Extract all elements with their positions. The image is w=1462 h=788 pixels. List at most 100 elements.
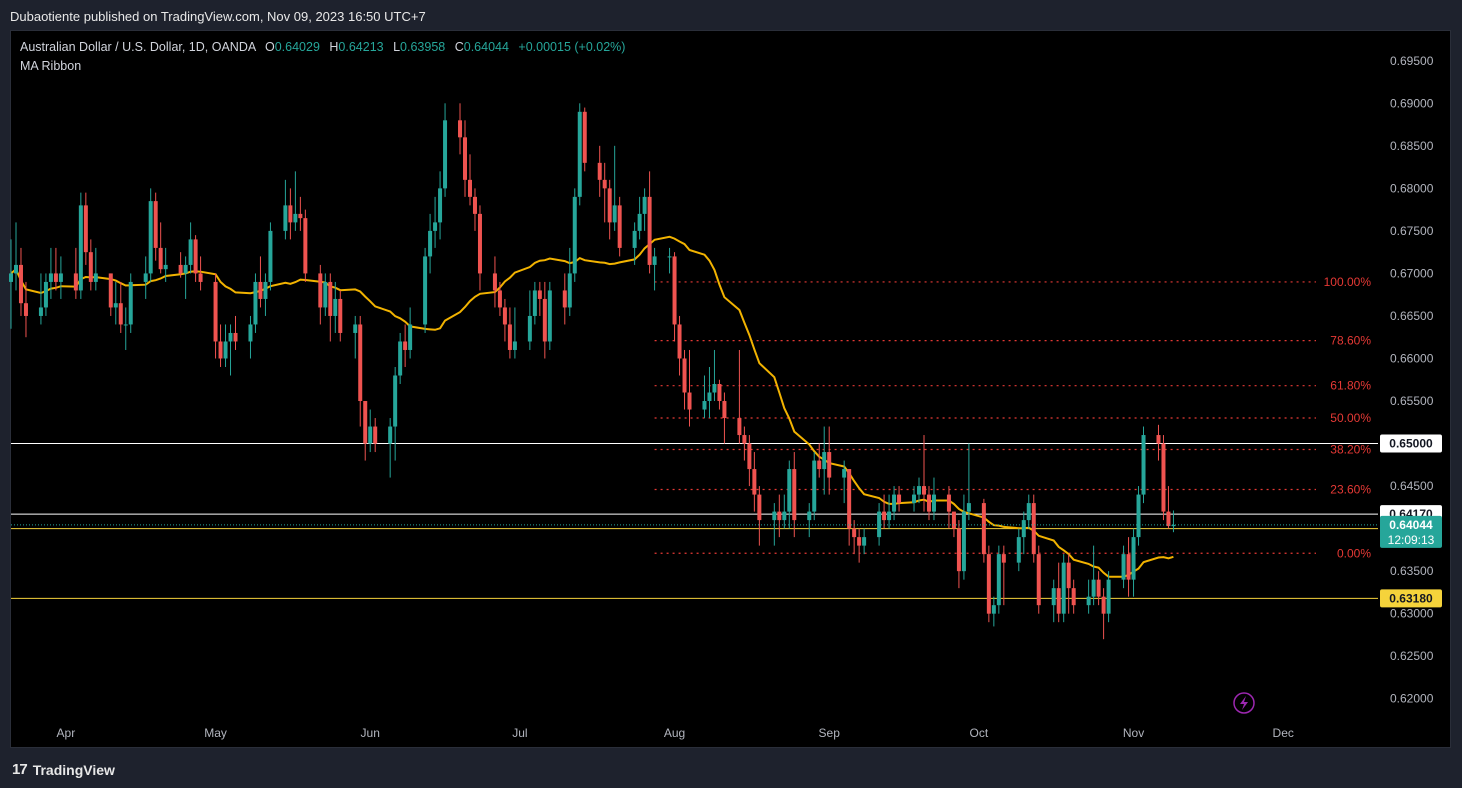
candle-body[interactable] (13, 264, 18, 274)
candle-body[interactable] (862, 537, 867, 546)
candle-body[interactable] (248, 324, 253, 342)
candle-body[interactable] (328, 281, 333, 316)
candle-body[interactable] (712, 384, 717, 393)
candle-body[interactable] (917, 486, 922, 495)
candle-body[interactable] (966, 503, 971, 512)
candle-body[interactable] (1001, 554, 1006, 563)
candle-body[interactable] (752, 469, 757, 495)
candle-body[interactable] (472, 196, 477, 214)
candle-body[interactable] (443, 120, 448, 189)
candle-body[interactable] (1071, 588, 1076, 606)
candle-body[interactable] (532, 290, 537, 316)
candle-body[interactable] (43, 281, 48, 308)
candle-body[interactable] (772, 511, 777, 521)
candle-body[interactable] (1171, 524, 1176, 527)
candle-body[interactable] (143, 273, 148, 282)
candle-body[interactable] (637, 213, 642, 231)
candle-body[interactable] (268, 230, 273, 282)
candle-body[interactable] (777, 511, 782, 521)
candle-body[interactable] (956, 528, 961, 572)
candle-body[interactable] (1021, 520, 1026, 538)
candle-body[interactable] (288, 205, 293, 223)
candle-body[interactable] (88, 252, 93, 282)
candle-body[interactable] (1121, 554, 1126, 580)
candle-body[interactable] (1051, 588, 1056, 606)
candle-body[interactable] (852, 528, 857, 538)
candle-body[interactable] (438, 188, 443, 223)
candle-body[interactable] (78, 205, 83, 291)
candle-body[interactable] (128, 281, 133, 325)
candle-body[interactable] (877, 511, 882, 538)
candle-body[interactable] (996, 554, 1001, 606)
candle-body[interactable] (577, 111, 582, 197)
candle-body[interactable] (118, 303, 123, 325)
candle-body[interactable] (642, 196, 647, 214)
candle-body[interactable] (1141, 435, 1146, 495)
candle-body[interactable] (83, 205, 88, 253)
candle-body[interactable] (333, 298, 338, 316)
candle-body[interactable] (388, 426, 393, 444)
candle-body[interactable] (228, 332, 233, 342)
candle-body[interactable] (183, 264, 188, 274)
candle-body[interactable] (602, 179, 607, 189)
candle-body[interactable] (842, 469, 847, 478)
candle-body[interactable] (1061, 562, 1066, 614)
candle-body[interactable] (53, 273, 58, 282)
candle-body[interactable] (1086, 596, 1091, 606)
candle-body[interactable] (647, 196, 652, 265)
candle-body[interactable] (153, 201, 158, 248)
lightning-icon[interactable] (1233, 692, 1255, 714)
candle-body[interactable] (707, 392, 712, 402)
candle-body[interactable] (497, 290, 502, 308)
candle-body[interactable] (822, 452, 827, 470)
candle-body[interactable] (981, 503, 986, 555)
candle-body[interactable] (597, 162, 602, 180)
candle-body[interactable] (213, 281, 218, 342)
candle-body[interactable] (188, 239, 193, 265)
candle-body[interactable] (158, 247, 163, 270)
candle-body[interactable] (887, 511, 892, 521)
candle-body[interactable] (782, 511, 787, 521)
candle-body[interactable] (123, 324, 128, 326)
candle-body[interactable] (163, 264, 168, 270)
candle-body[interactable] (1101, 596, 1106, 614)
candle-body[interactable] (477, 213, 482, 274)
symbol-label[interactable]: Australian Dollar / U.S. Dollar, 1D, OAN… (20, 40, 256, 54)
candle-body[interactable] (512, 341, 517, 350)
candle-body[interactable] (253, 281, 258, 325)
candle-body[interactable] (1131, 537, 1136, 580)
candle-body[interactable] (93, 273, 98, 282)
candle-body[interactable] (807, 511, 812, 521)
candle-body[interactable] (617, 205, 622, 248)
candle-body[interactable] (717, 384, 722, 402)
candle-body[interactable] (612, 205, 617, 223)
candle-body[interactable] (747, 443, 752, 470)
candle-body[interactable] (897, 494, 902, 504)
candle-body[interactable] (233, 332, 238, 342)
candle-body[interactable] (1106, 579, 1111, 614)
candle-body[interactable] (1166, 511, 1171, 527)
candle-body[interactable] (632, 230, 637, 248)
candle-body[interactable] (58, 273, 63, 282)
candle-body[interactable] (847, 469, 852, 529)
candle-body[interactable] (318, 273, 323, 308)
indicator-label[interactable]: MA Ribbon (20, 59, 82, 73)
candle-body[interactable] (687, 392, 692, 410)
candle-body[interactable] (882, 511, 887, 521)
candle-body[interactable] (572, 196, 577, 274)
candle-body[interactable] (931, 494, 936, 512)
candle-body[interactable] (857, 537, 862, 546)
candle-body[interactable] (827, 452, 832, 478)
candle-body[interactable] (542, 298, 547, 342)
candle-body[interactable] (298, 213, 303, 219)
candle-body[interactable] (398, 341, 403, 376)
candle-body[interactable] (338, 298, 343, 333)
candle-body[interactable] (358, 324, 363, 402)
candle-body[interactable] (702, 401, 707, 410)
candle-body[interactable] (951, 511, 956, 529)
candle-body[interactable] (667, 256, 672, 258)
candle-body[interactable] (403, 341, 408, 350)
candle-body[interactable] (303, 218, 308, 274)
candle-body[interactable] (1091, 579, 1096, 597)
candle-body[interactable] (23, 303, 28, 316)
